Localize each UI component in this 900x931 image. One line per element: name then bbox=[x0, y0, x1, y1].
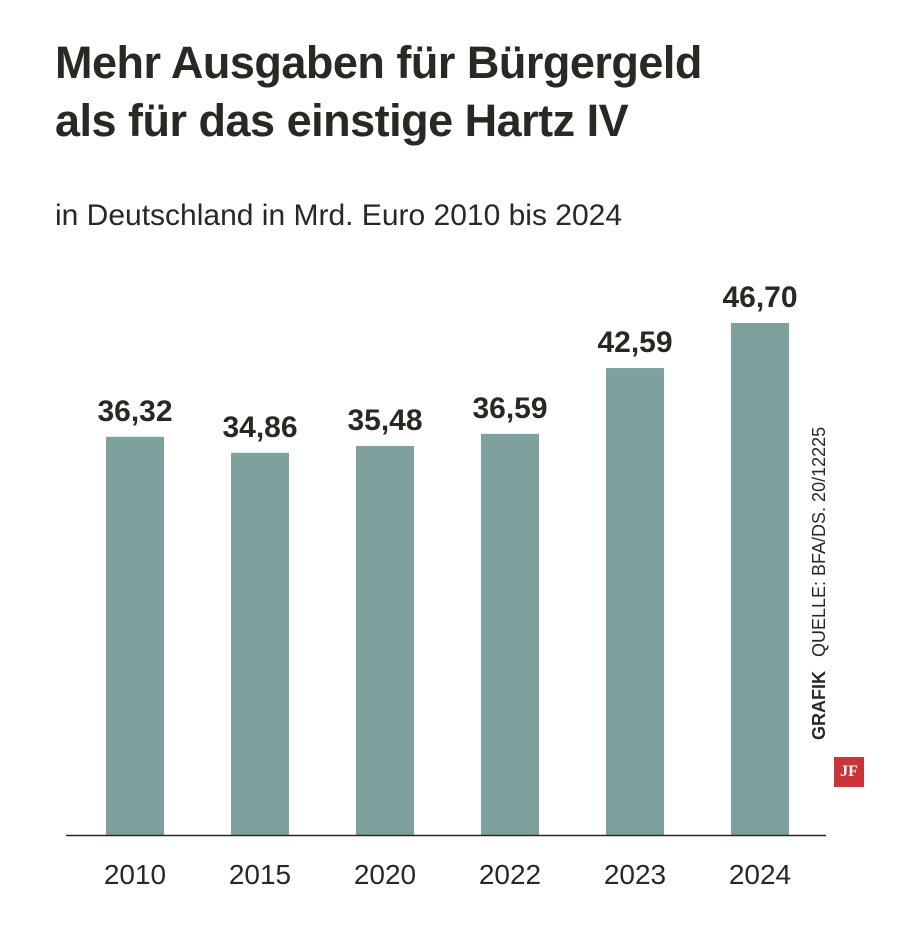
bar-2023 bbox=[606, 368, 664, 835]
x-tick-label-2010: 2010 bbox=[104, 859, 166, 890]
x-tick-label-2023: 2023 bbox=[604, 859, 666, 890]
value-label-2020: 35,48 bbox=[347, 404, 422, 437]
title-line-1: Mehr Ausgaben für Bürgergeld bbox=[55, 37, 702, 88]
value-label-2024: 46,70 bbox=[722, 281, 797, 314]
bar-2015 bbox=[231, 452, 289, 835]
source-text: QUELLE: BFA/DS. 20/12225 bbox=[809, 426, 829, 657]
value-label-2015: 34,86 bbox=[222, 411, 297, 444]
chart-subtitle: in Deutschland in Mrd. Euro 2010 bis 202… bbox=[55, 199, 623, 232]
chart-title: Mehr Ausgaben für Bürgergeld als für das… bbox=[55, 34, 885, 150]
value-label-2022: 36,59 bbox=[472, 392, 547, 425]
value-label-2023: 42,59 bbox=[597, 326, 672, 359]
x-tick-label-2015: 2015 bbox=[229, 859, 291, 890]
x-tick-label-2022: 2022 bbox=[479, 859, 541, 890]
grafik-label: GRAFIK bbox=[809, 671, 829, 740]
bar-2022 bbox=[481, 433, 539, 835]
value-label-2010: 36,32 bbox=[97, 395, 172, 428]
bar-2010 bbox=[106, 436, 164, 835]
title-line-2: als für das einstige Hartz IV bbox=[55, 95, 629, 146]
x-tick-label-2020: 2020 bbox=[354, 859, 416, 890]
bar-2020 bbox=[356, 446, 414, 835]
x-tick-label-2024: 2024 bbox=[729, 859, 791, 890]
bar-2024 bbox=[731, 323, 789, 835]
source-note: GRAFIK QUELLE: BFA/DS. 20/12225 bbox=[808, 427, 830, 740]
jf-logo: JF bbox=[834, 757, 864, 787]
